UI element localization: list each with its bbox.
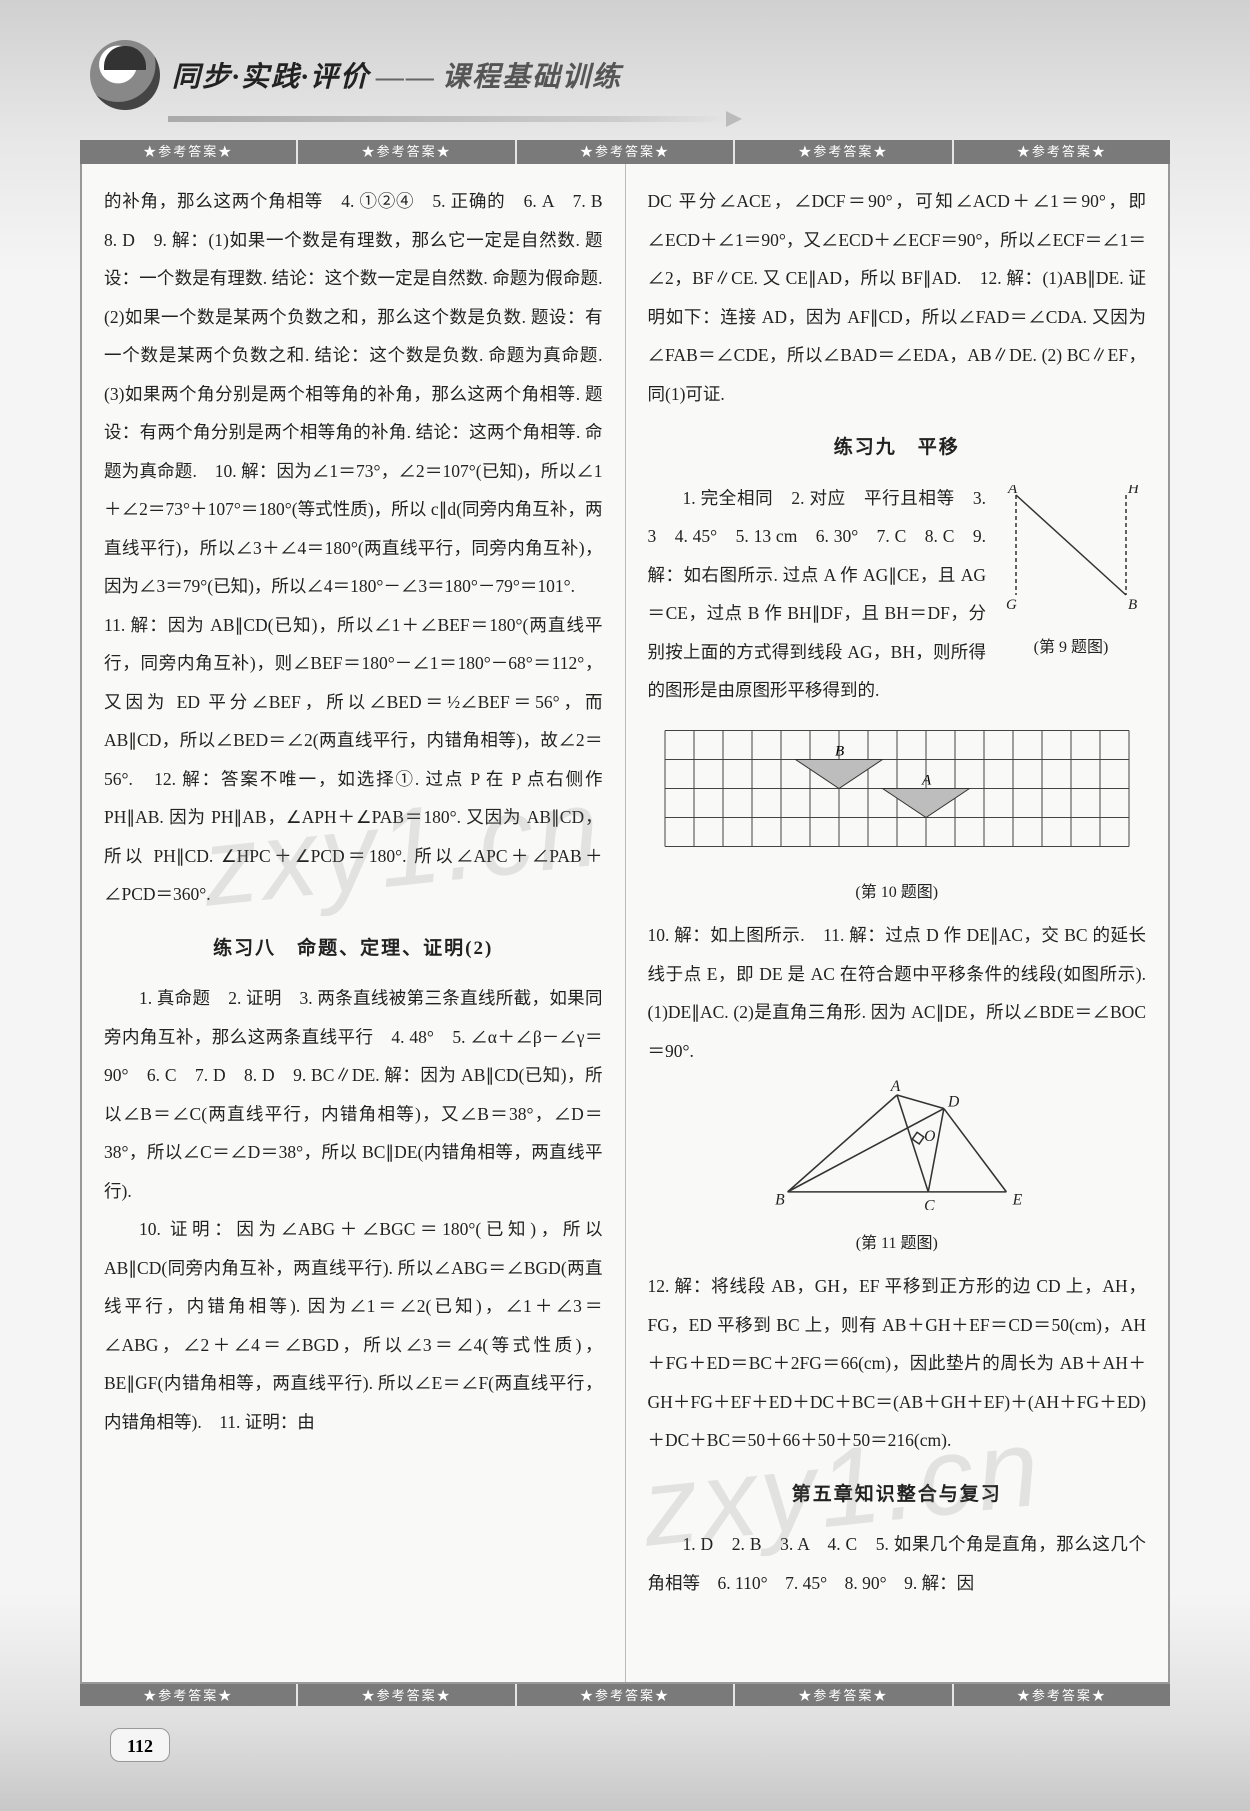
answer-text: 11. 解：因为 AB∥CD(已知)，所以∠1＋∠BEF＝180°(两直线平行，… — [104, 606, 603, 914]
ref-cell: ★参考答案★ — [298, 140, 516, 164]
answer-text: 10. 解：如上图所示. 11. 解：过点 D 作 DE∥AC，交 BC 的延长… — [648, 916, 1147, 1070]
ref-cell: ★参考答案★ — [517, 140, 735, 164]
page-number: 112 — [110, 1728, 170, 1762]
section-title-ex8: 练习八 命题、定理、证明(2) — [104, 928, 603, 970]
svg-text:A: A — [921, 772, 932, 788]
ref-cell: ★参考答案★ — [80, 140, 298, 164]
figure-10-svg: BA — [662, 720, 1132, 860]
ref-cell: ★参考答案★ — [80, 1684, 298, 1706]
ref-cell: ★参考答案★ — [735, 140, 953, 164]
page: 同步·实践·评价 —— 课程基础训练 ★参考答案★ ★参考答案★ ★参考答案★ … — [80, 0, 1170, 1762]
svg-text:A: A — [890, 1080, 901, 1095]
svg-text:B: B — [775, 1192, 785, 1209]
answer-text: 1. 真命题 2. 证明 3. 两条直线被第三条直线所截，如果同旁内角互补，那么… — [104, 979, 603, 1210]
figure-10-caption: (第 10 题图) — [648, 875, 1147, 910]
ref-cell: ★参考答案★ — [954, 1684, 1170, 1706]
svg-text:H: H — [1127, 485, 1140, 497]
figure-9-caption: (第 9 题图) — [996, 630, 1146, 665]
svg-text:G: G — [1006, 597, 1017, 613]
figure-9: A H G B (第 9 题图) — [996, 485, 1146, 666]
title-main: 同步·实践·评价 — [172, 55, 370, 95]
mascot-icon — [90, 40, 160, 110]
title-underline-arrow-icon — [168, 116, 728, 122]
section-title-ex9: 练习九 平移 — [648, 427, 1147, 469]
ref-cell: ★参考答案★ — [954, 140, 1170, 164]
svg-text:B: B — [1128, 597, 1137, 613]
section-title-ch5: 第五章知识整合与复习 — [648, 1474, 1147, 1516]
left-column: 的补角，那么这两个角相等 4. ①②④ 5. 正确的 6. A 7. B 8. … — [82, 164, 626, 1682]
reference-bar-top: ★参考答案★ ★参考答案★ ★参考答案★ ★参考答案★ ★参考答案★ — [80, 140, 1170, 164]
page-header: 同步·实践·评价 —— 课程基础训练 — [90, 40, 1170, 110]
figure-11-svg: A DO B C E — [772, 1080, 1022, 1210]
figure-11: A DO B C E (第 11 题图) — [648, 1080, 1147, 1261]
figure-9-svg: A H G B — [996, 485, 1146, 615]
answer-text: DC 平分∠ACE，∠DCF＝90°，可知∠ACD＋∠1＝90°，即∠ECD＋∠… — [648, 182, 1147, 413]
right-column: DC 平分∠ACE，∠DCF＝90°，可知∠ACD＋∠1＝90°，即∠ECD＋∠… — [626, 164, 1169, 1682]
answer-text: 10. 证明：因为∠ABG＋∠BGC＝180°(已知)，所以 AB∥CD(同旁内… — [104, 1210, 603, 1441]
reference-bar-bottom: ★参考答案★ ★参考答案★ ★参考答案★ ★参考答案★ ★参考答案★ — [80, 1684, 1170, 1706]
svg-text:C: C — [924, 1198, 935, 1210]
answer-text: 的补角，那么这两个角相等 4. ①②④ 5. 正确的 6. A 7. B 8. … — [104, 182, 603, 606]
svg-text:A: A — [1007, 485, 1018, 497]
answer-text: 12. 解：将线段 AB，GH，EF 平移到正方形的边 CD 上，AH，FG，E… — [648, 1267, 1147, 1460]
figure-11-caption: (第 11 题图) — [648, 1226, 1147, 1261]
svg-text:B: B — [835, 743, 844, 759]
title-sub: 课程基础训练 — [442, 55, 622, 95]
ref-cell: ★参考答案★ — [298, 1684, 516, 1706]
figure-10: BA (第 10 题图) — [648, 720, 1147, 911]
ref-cell: ★参考答案★ — [517, 1684, 735, 1706]
svg-text:D: D — [947, 1094, 960, 1111]
svg-text:E: E — [1011, 1192, 1021, 1209]
book-title: 同步·实践·评价 —— 课程基础训练 — [172, 55, 622, 95]
content-frame: zxy1.cn zxy1.cn 的补角，那么这两个角相等 4. ①②④ 5. 正… — [80, 164, 1170, 1684]
ref-cell: ★参考答案★ — [735, 1684, 953, 1706]
answer-text: 1. D 2. B 3. A 4. C 5. 如果几个角是直角，那么这几个角相等… — [648, 1525, 1147, 1602]
svg-text:O: O — [924, 1128, 935, 1145]
title-dash: —— — [376, 62, 436, 94]
